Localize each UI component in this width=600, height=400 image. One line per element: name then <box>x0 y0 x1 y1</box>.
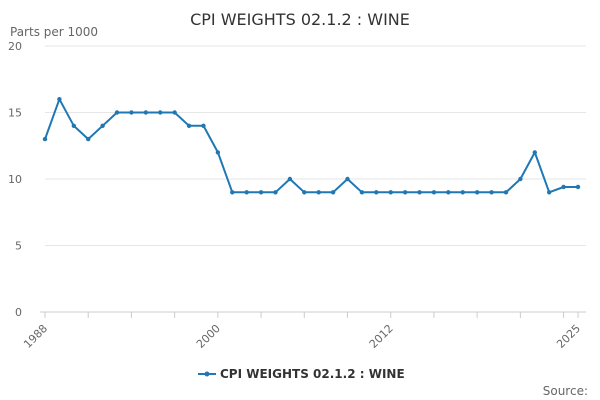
data-point[interactable] <box>460 190 465 195</box>
data-point[interactable] <box>129 110 134 115</box>
data-point[interactable] <box>71 123 77 128</box>
x-tick-label: 2000 <box>194 322 223 351</box>
axes: 0 5 10 15 20 1988 2000 2012 2025 <box>8 40 586 351</box>
data-point[interactable] <box>114 110 120 115</box>
data-point[interactable] <box>186 123 192 128</box>
data-point[interactable] <box>518 176 523 182</box>
chart-title: CPI WEIGHTS 02.1.2 : WINE <box>190 10 410 29</box>
data-point[interactable] <box>417 190 422 195</box>
legend-marker <box>204 371 210 377</box>
y-tick-label: 20 <box>8 40 22 53</box>
data-point[interactable] <box>316 190 321 195</box>
data-point[interactable] <box>503 190 509 195</box>
legend[interactable]: CPI WEIGHTS 02.1.2 : WINE <box>198 367 405 381</box>
data-point[interactable] <box>215 150 221 155</box>
data-point[interactable] <box>42 136 48 142</box>
data-point[interactable] <box>143 110 149 115</box>
legend-entry: CPI WEIGHTS 02.1.2 : WINE <box>220 367 405 381</box>
data-point[interactable] <box>561 184 566 190</box>
y-tick-label: 15 <box>8 107 22 120</box>
data-point[interactable] <box>158 110 163 115</box>
data-point[interactable] <box>546 190 552 195</box>
data-point[interactable] <box>446 190 451 195</box>
data-point[interactable] <box>330 190 336 195</box>
data-point[interactable] <box>273 190 278 195</box>
x-tick-label: 1988 <box>21 322 50 351</box>
y-tick-label: 5 <box>15 240 22 253</box>
data-point[interactable] <box>489 190 494 195</box>
series-line <box>44 98 578 194</box>
data-point[interactable] <box>172 110 177 115</box>
data-point[interactable] <box>230 190 235 195</box>
data-point[interactable] <box>532 150 537 155</box>
data-point[interactable] <box>359 190 365 195</box>
data-point[interactable] <box>57 97 62 102</box>
data-point[interactable] <box>258 190 264 195</box>
y-tick-label: 0 <box>15 306 22 319</box>
y-tick-label: 10 <box>8 173 22 186</box>
data-point[interactable] <box>86 136 91 142</box>
data-point[interactable] <box>431 190 437 195</box>
data-point[interactable] <box>474 190 480 195</box>
data-point[interactable] <box>201 123 206 128</box>
grid <box>45 45 586 246</box>
x-tick-label: 2012 <box>367 322 396 351</box>
data-point[interactable] <box>244 190 249 195</box>
series-layer <box>42 97 581 195</box>
data-point[interactable] <box>100 123 105 128</box>
y-axis-label: Parts per 1000 <box>10 25 98 39</box>
data-point[interactable] <box>575 184 581 190</box>
data-point[interactable] <box>302 190 307 195</box>
data-point[interactable] <box>374 190 379 195</box>
data-point[interactable] <box>388 190 393 195</box>
source-label: Source: <box>543 384 588 398</box>
data-point[interactable] <box>402 190 408 195</box>
x-tick-label: 2025 <box>554 322 583 351</box>
data-point[interactable] <box>345 176 350 182</box>
data-point[interactable] <box>287 176 293 182</box>
